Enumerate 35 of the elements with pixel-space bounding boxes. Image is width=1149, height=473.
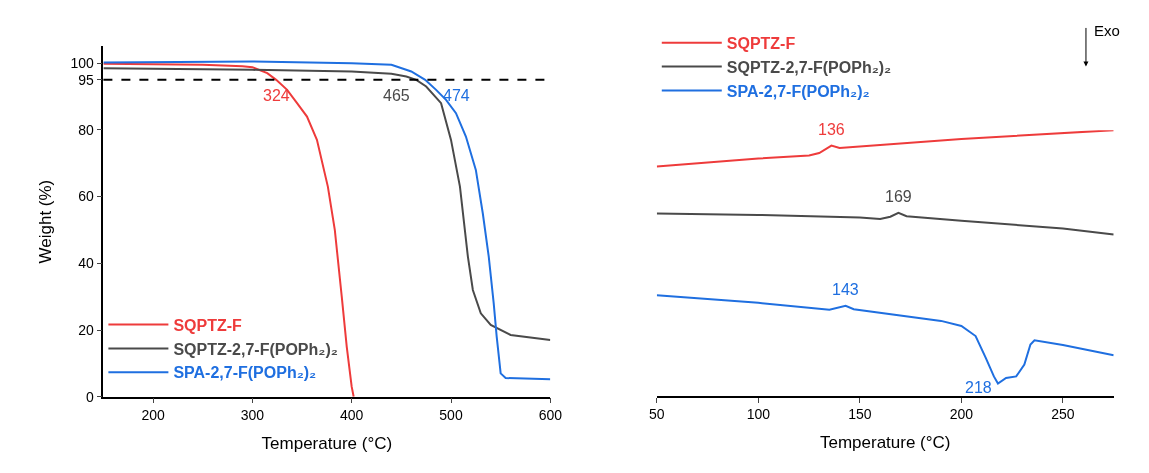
y-axis-title: Weight (%) — [35, 179, 55, 264]
x-tick-label: 600 — [538, 407, 563, 424]
legend-label: SQPTZ-2,7-F(POPh₂)₂ — [173, 340, 338, 358]
text: Exo — [1094, 22, 1120, 39]
y-tick-label: 20 — [78, 321, 95, 338]
annotation: 474 — [443, 87, 470, 104]
y-tick-label: 0 — [86, 388, 95, 405]
annotation: 143 — [832, 281, 859, 298]
x-tick-label: 150 — [848, 406, 872, 423]
legend-label: SPA-2,7-F(POPh₂)₂ — [173, 364, 317, 382]
annotation: 169 — [885, 188, 912, 205]
x-tick-label: 500 — [439, 407, 463, 424]
legend-label: SQPTZ-F — [726, 35, 796, 53]
y-tick-label: 40 — [78, 255, 95, 272]
y-tick-label: 95 — [78, 71, 95, 88]
x-tick-label: 100 — [746, 406, 771, 423]
x-tick-label: 300 — [240, 407, 265, 424]
y-tick-label: 60 — [78, 188, 95, 205]
y-tick-label: 100 — [70, 55, 95, 72]
y-tick-label: 80 — [78, 121, 95, 138]
annotation: 324 — [263, 87, 290, 104]
annotation: 136 — [818, 121, 845, 138]
x-tick-label: 50 — [648, 406, 665, 423]
x-tick-label: 200 — [141, 407, 165, 424]
x-axis-title: Temperature (°C) — [819, 433, 951, 453]
legend-label: SPA-2,7-F(POPh₂)₂ — [726, 82, 870, 100]
x-tick-label: 200 — [949, 406, 974, 423]
annotation: 465 — [383, 87, 410, 104]
x-tick-label: 250 — [1051, 406, 1075, 423]
legend-label: SQPTZ-2,7-F(POPh₂)₂ — [726, 58, 892, 76]
line-series — [103, 62, 355, 397]
legend-label: SQPTZ-F — [173, 316, 243, 334]
x-tick-label: 400 — [340, 407, 364, 424]
x-axis-title: Temperature (°C) — [261, 434, 393, 454]
annotation: 218 — [965, 379, 992, 396]
